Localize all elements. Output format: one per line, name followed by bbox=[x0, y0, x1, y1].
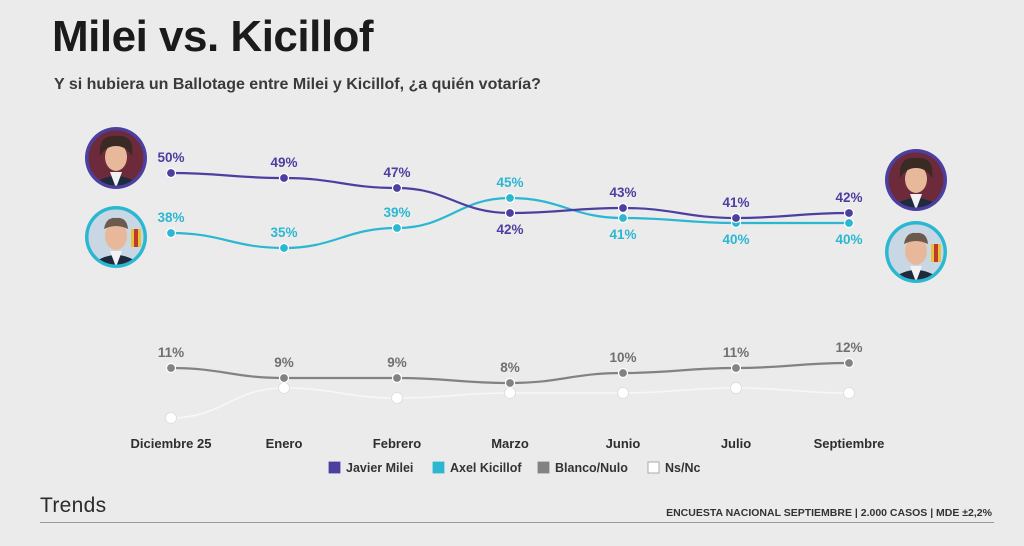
data-label-blanco-nulo: 11% bbox=[158, 345, 184, 360]
x-tick-label: Diciembre 25 bbox=[131, 436, 212, 451]
x-tick-label: Junio bbox=[606, 436, 641, 451]
data-point-javier-milei bbox=[730, 212, 742, 224]
data-label-blanco-nulo: 9% bbox=[274, 355, 294, 370]
x-tick-label: Julio bbox=[721, 436, 751, 451]
data-point-axel-kicillof bbox=[391, 222, 403, 234]
candidate-avatar-milei bbox=[85, 127, 147, 189]
candidate-avatar-kicillof bbox=[85, 206, 147, 268]
data-label-axel-kicillof: 45% bbox=[496, 175, 523, 190]
data-point-axel-kicillof bbox=[504, 192, 516, 204]
source-note: ENCUESTA NACIONAL SEPTIEMBRE | 2.000 CAS… bbox=[666, 507, 992, 519]
data-point-javier-milei bbox=[504, 207, 516, 219]
x-tick-label: Febrero bbox=[373, 436, 421, 451]
data-label-axel-kicillof: 41% bbox=[609, 227, 636, 242]
legend-swatch bbox=[647, 461, 660, 474]
chart-subtitle: Y si hubiera un Ballotage entre Milei y … bbox=[54, 76, 541, 93]
data-label-blanco-nulo: 8% bbox=[500, 360, 520, 375]
candidate-avatar-milei bbox=[885, 149, 947, 211]
data-point-blanco-nulo bbox=[617, 367, 629, 379]
legend-label: Ns/Nc bbox=[665, 461, 700, 475]
legend-swatch bbox=[432, 461, 445, 474]
data-point-javier-milei bbox=[391, 182, 403, 194]
data-point-blanco-nulo bbox=[504, 377, 516, 389]
x-tick-label: Septiembre bbox=[814, 436, 885, 451]
data-label-blanco-nulo: 12% bbox=[835, 340, 862, 355]
legend-item-axel-kicillof: Axel Kicillof bbox=[432, 461, 522, 475]
candidate-avatar-kicillof bbox=[885, 221, 947, 283]
data-point-ns-nc bbox=[391, 392, 403, 404]
legend-label: Axel Kicillof bbox=[450, 461, 522, 475]
legend-swatch bbox=[537, 461, 550, 474]
footer-divider bbox=[40, 522, 994, 523]
data-point-ns-nc bbox=[278, 382, 290, 394]
legend-item-blanco-nulo: Blanco/Nulo bbox=[537, 461, 628, 475]
data-label-javier-milei: 47% bbox=[383, 165, 410, 180]
data-label-blanco-nulo: 10% bbox=[609, 350, 636, 365]
data-point-blanco-nulo bbox=[391, 372, 403, 384]
data-point-axel-kicillof bbox=[617, 212, 629, 224]
legend-item-javier-milei: Javier Milei bbox=[328, 461, 413, 475]
brand-logo: Trends bbox=[40, 494, 107, 517]
data-point-axel-kicillof bbox=[165, 227, 177, 239]
data-point-blanco-nulo bbox=[278, 372, 290, 384]
x-tick-label: Enero bbox=[266, 436, 303, 451]
data-point-ns-nc bbox=[504, 387, 516, 399]
legend-label: Javier Milei bbox=[346, 461, 413, 475]
data-point-ns-nc bbox=[730, 382, 742, 394]
data-point-javier-milei bbox=[165, 167, 177, 179]
data-label-axel-kicillof: 39% bbox=[383, 205, 410, 220]
data-label-javier-milei: 42% bbox=[496, 222, 523, 237]
data-label-javier-milei: 49% bbox=[270, 155, 297, 170]
legend-item-ns-nc: Ns/Nc bbox=[647, 461, 700, 475]
data-label-blanco-nulo: 11% bbox=[723, 345, 749, 360]
x-tick-label: Marzo bbox=[491, 436, 529, 451]
data-point-blanco-nulo bbox=[843, 357, 855, 369]
legend-swatch bbox=[328, 461, 341, 474]
data-point-axel-kicillof bbox=[278, 242, 290, 254]
data-point-blanco-nulo bbox=[165, 362, 177, 374]
data-point-javier-milei bbox=[278, 172, 290, 184]
data-point-javier-milei bbox=[617, 202, 629, 214]
data-label-javier-milei: 41% bbox=[722, 195, 749, 210]
data-label-blanco-nulo: 9% bbox=[387, 355, 407, 370]
data-label-axel-kicillof: 38% bbox=[157, 210, 184, 225]
data-point-ns-nc bbox=[617, 387, 629, 399]
data-point-blanco-nulo bbox=[730, 362, 742, 374]
chart-title: Milei vs. Kicillof bbox=[52, 12, 374, 61]
data-label-axel-kicillof: 35% bbox=[270, 225, 297, 240]
data-label-axel-kicillof: 40% bbox=[835, 232, 862, 247]
legend-label: Blanco/Nulo bbox=[555, 461, 628, 475]
data-point-ns-nc bbox=[165, 412, 177, 424]
data-point-javier-milei bbox=[843, 207, 855, 219]
data-label-javier-milei: 43% bbox=[609, 185, 636, 200]
data-point-axel-kicillof bbox=[843, 217, 855, 229]
data-label-javier-milei: 42% bbox=[835, 190, 862, 205]
data-label-axel-kicillof: 40% bbox=[722, 232, 749, 247]
data-label-javier-milei: 50% bbox=[157, 150, 184, 165]
data-point-ns-nc bbox=[843, 387, 855, 399]
